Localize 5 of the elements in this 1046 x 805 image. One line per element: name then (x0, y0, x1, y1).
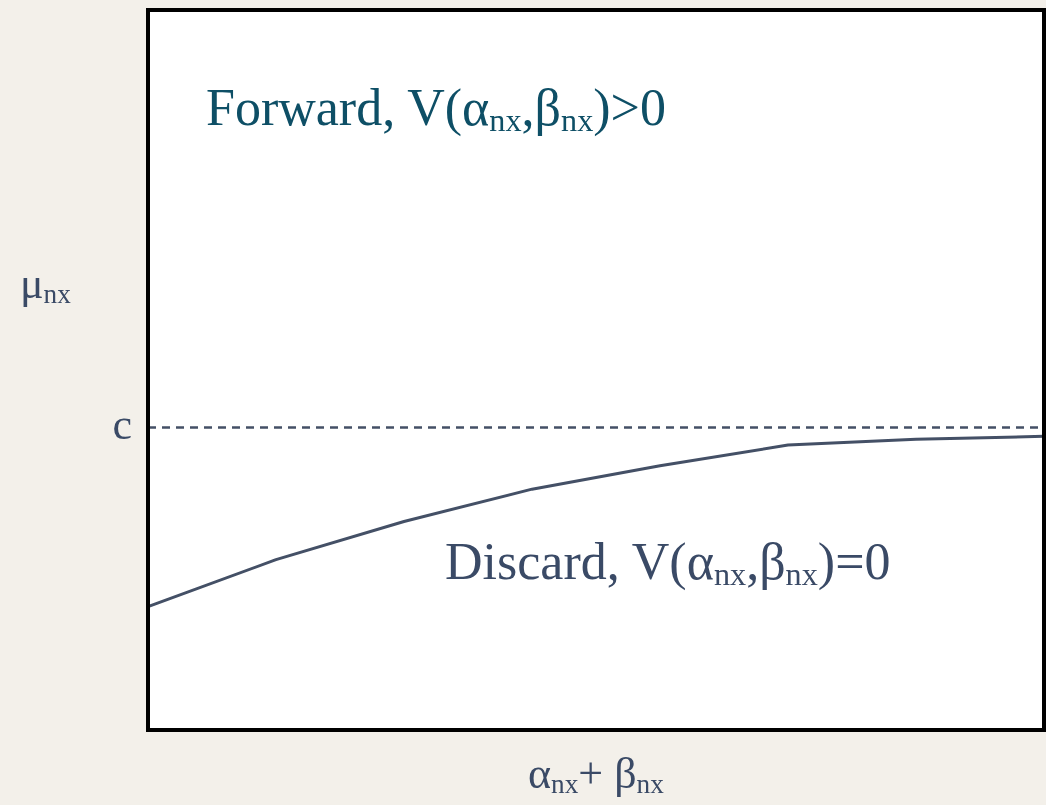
text: Forward, V(α$_{nx}$,β$_{nx}$)>0 (206, 78, 666, 140)
x-axis-title: α$_{nx}$+ β$_{nx}$ (528, 748, 664, 801)
annotation: Discard, V(α$_{nx}$,β$_{nx}$)=0 (445, 532, 891, 594)
y-axis-title: μ$_{nx}$ (20, 258, 71, 311)
ref-line-label: c (112, 400, 132, 450)
